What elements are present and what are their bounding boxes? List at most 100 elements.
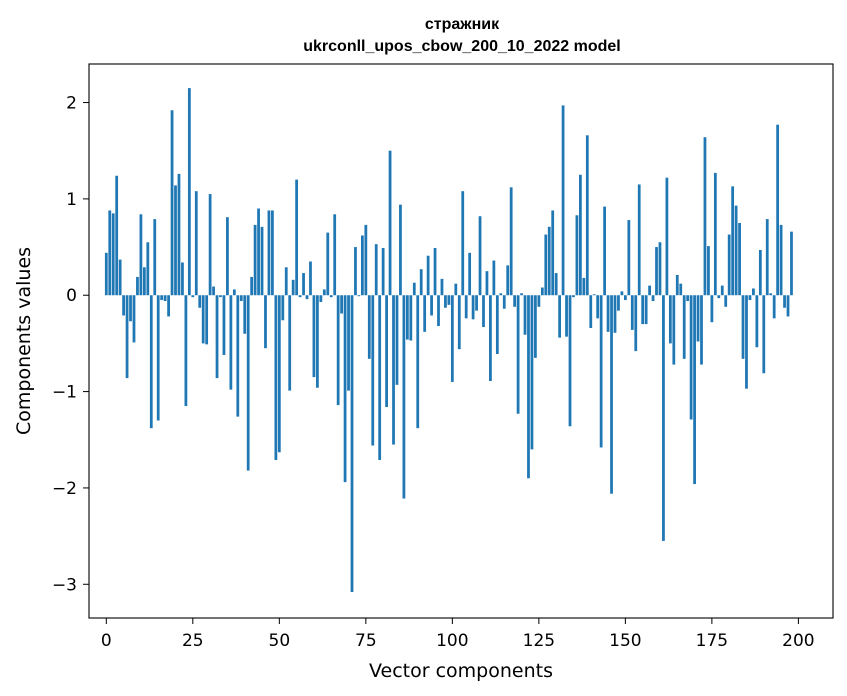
bar: [530, 295, 534, 450]
bar: [392, 295, 395, 445]
y-tick-label: −1: [52, 383, 77, 403]
bar: [592, 294, 596, 296]
y-axis-label: Components values: [13, 247, 35, 435]
bar: [340, 295, 343, 314]
bar: [174, 185, 177, 296]
bar: [478, 216, 482, 296]
bar: [371, 295, 375, 446]
bar: [232, 289, 236, 296]
bar: [758, 249, 762, 296]
bar: [738, 222, 741, 296]
bar: [665, 177, 669, 296]
bar: [125, 295, 129, 379]
bar: [644, 295, 648, 325]
bar: [208, 194, 212, 296]
bar: [720, 285, 724, 296]
bar: [468, 252, 472, 296]
plot-frame: [88, 63, 834, 619]
bar: [495, 295, 499, 354]
bar: [246, 295, 250, 471]
bar: [471, 295, 475, 320]
bar: [405, 295, 409, 340]
bar: [509, 187, 513, 296]
bar: [603, 206, 606, 296]
bar: [419, 269, 423, 296]
bar: [132, 295, 136, 343]
bar: [156, 295, 160, 421]
bar: [762, 295, 766, 374]
bar: [333, 214, 337, 296]
bar: [534, 295, 537, 358]
bar: [108, 210, 112, 296]
bar: [755, 295, 759, 348]
bar: [444, 295, 447, 308]
bar: [139, 214, 143, 296]
bar: [551, 210, 555, 296]
bar: [623, 295, 627, 301]
bar: [745, 295, 748, 389]
bar: [153, 219, 157, 296]
bar: [440, 278, 444, 296]
bar: [613, 295, 617, 333]
bar: [506, 265, 510, 296]
bar: [610, 295, 613, 494]
bar: [122, 295, 125, 316]
bar: [703, 137, 707, 296]
bar: [485, 271, 489, 296]
bar: [686, 295, 690, 302]
bar: [713, 172, 717, 296]
bar: [579, 174, 582, 296]
bar: [257, 208, 260, 296]
x-tick-label: 100: [436, 631, 468, 651]
bar: [305, 295, 309, 300]
bar: [461, 191, 465, 296]
bar: [219, 295, 222, 298]
bar: [492, 260, 496, 296]
bar: [326, 232, 330, 296]
bar: [136, 276, 139, 296]
bar: [651, 295, 655, 302]
bar: [637, 184, 641, 296]
y-tick-label: 1: [66, 190, 77, 210]
bar: [253, 224, 257, 296]
bar: [385, 295, 388, 407]
bar: [520, 293, 523, 296]
bar: [765, 219, 769, 296]
bar: [731, 186, 735, 296]
bar: [707, 246, 710, 296]
bar: [277, 295, 281, 453]
bar: [181, 262, 184, 296]
bar: [502, 295, 506, 309]
bar: [772, 295, 776, 319]
bar: [416, 295, 420, 429]
bar: [146, 242, 150, 296]
bar: [295, 179, 299, 296]
bar: [319, 295, 323, 302]
bar: [682, 295, 686, 359]
bar: [104, 252, 108, 296]
bars-group: [104, 88, 793, 592]
bar: [364, 224, 368, 296]
bar: [454, 283, 458, 296]
bar: [194, 191, 198, 296]
bar: [118, 259, 122, 296]
bar: [243, 295, 247, 334]
bar: [298, 295, 302, 298]
chart-subtitle: ukrconll_upos_cbow_200_10_2022 model: [303, 38, 620, 55]
bar: [360, 235, 364, 296]
bar: [374, 244, 378, 296]
bar: [544, 234, 548, 296]
bar: [516, 295, 520, 414]
bar: [336, 295, 340, 406]
bar: [149, 295, 153, 429]
bar: [748, 295, 752, 301]
bar: [309, 261, 312, 296]
bar: [264, 295, 267, 349]
bar: [513, 295, 517, 307]
bar: [402, 295, 406, 499]
bar: [679, 283, 683, 296]
bar: [115, 175, 119, 296]
bar: [464, 295, 468, 319]
bar: [388, 150, 392, 296]
bar: [191, 295, 195, 298]
